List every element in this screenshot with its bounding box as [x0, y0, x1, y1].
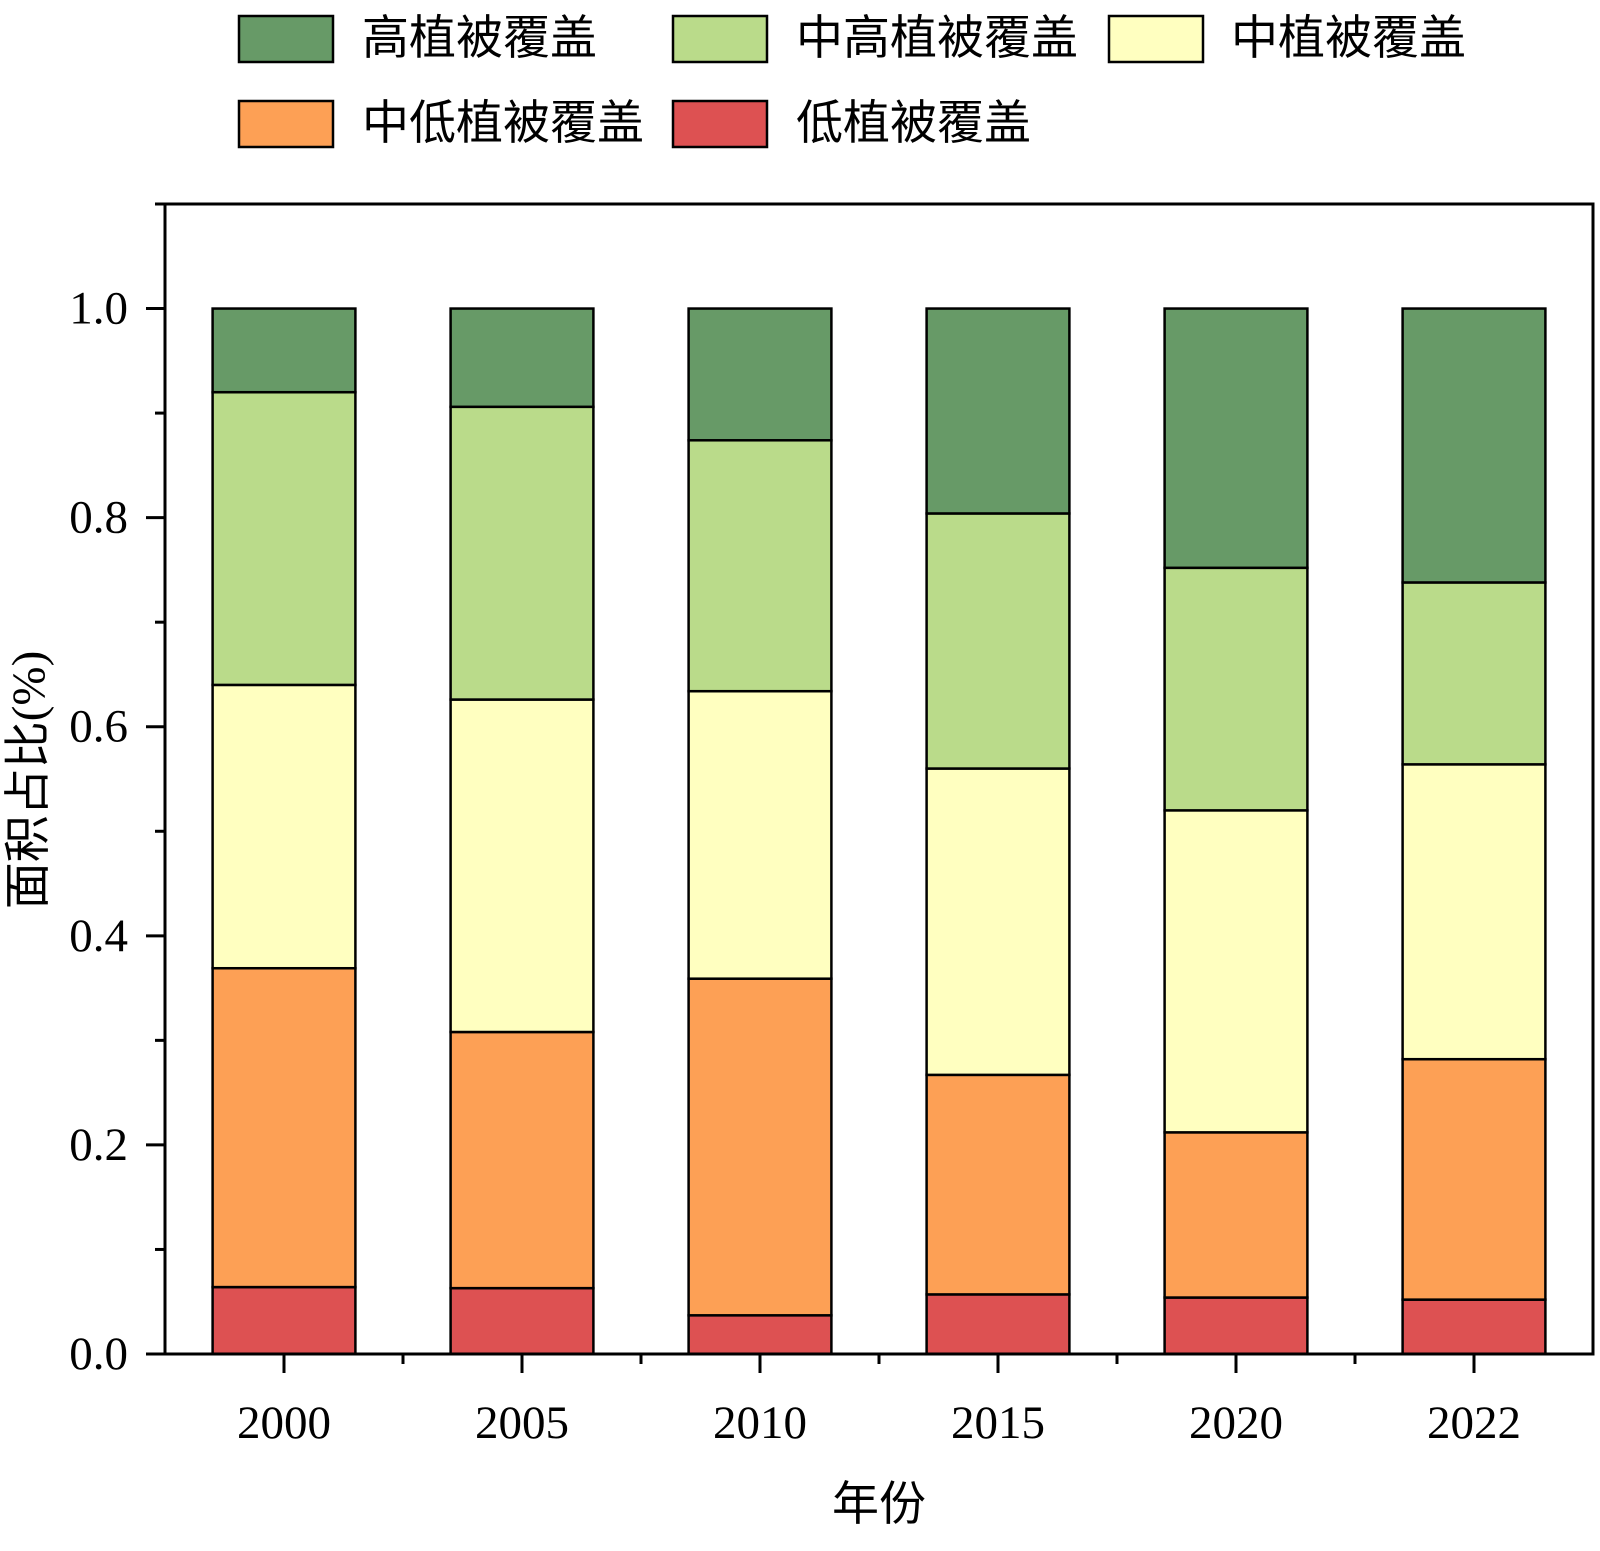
- bar-2010-series-4: [687, 307, 833, 442]
- legend-item-mid-cover: 中植被覆盖: [1107, 13, 1466, 65]
- x-tick-label: 2000: [237, 1397, 331, 1449]
- bar-2010-series-2: [687, 689, 833, 980]
- x-axis-title: 年份: [832, 1479, 926, 1531]
- legend-label-mid-cover: 中植被覆盖: [1231, 13, 1466, 65]
- bar-2020-series-3: [1163, 566, 1309, 812]
- bars: [211, 307, 1547, 1356]
- bar-2000-series-2: [211, 683, 357, 970]
- x-tick-label: 2020: [1189, 1397, 1283, 1449]
- bar-stack-2005: [449, 307, 595, 1356]
- bar-2022-series-1: [1401, 1057, 1547, 1301]
- bar-2005-series-3: [449, 405, 595, 701]
- legend-label-mid-high-cover: 中高植被覆盖: [796, 13, 1078, 65]
- legend-label-high-cover: 高植被覆盖: [362, 13, 597, 65]
- y-tick-label: 0.4: [69, 910, 128, 962]
- y-tick-label: 0.8: [69, 492, 128, 544]
- legend-swatch-mid-high-cover: [671, 14, 769, 64]
- bar-2005-series-2: [449, 698, 595, 1034]
- bar-2000-series-0: [211, 1285, 357, 1356]
- y-tick-label: 0.0: [69, 1328, 128, 1380]
- legend-item-mid-high-cover: 中高植被覆盖: [671, 13, 1078, 65]
- bar-2015-series-0: [925, 1293, 1071, 1356]
- legend-swatch-high-cover: [237, 14, 335, 64]
- legend-item-high-cover: 高植被覆盖: [237, 13, 597, 65]
- bar-2020-series-4: [1163, 307, 1309, 570]
- bar-2000-series-3: [211, 390, 357, 687]
- bar-2005-series-1: [449, 1030, 595, 1290]
- bar-2015-series-1: [925, 1073, 1071, 1296]
- legend-item-mid-low-cover: 中低植被覆盖: [237, 98, 644, 150]
- x-axis: 2000 2005 2010 2015 2020 2022: [237, 1354, 1521, 1449]
- x-tick-label: 2015: [951, 1397, 1045, 1449]
- bar-2010-series-1: [687, 977, 833, 1317]
- bar-stack-2020: [1163, 307, 1309, 1356]
- bar-2005-series-4: [449, 307, 595, 409]
- y-tick-label: 0.2: [69, 1119, 128, 1171]
- bar-2022-series-2: [1401, 763, 1547, 1061]
- legend-label-low-cover: 低植被覆盖: [796, 98, 1031, 150]
- x-tick-label: 2005: [475, 1397, 569, 1449]
- legend-swatch-low-cover: [671, 99, 769, 149]
- bar-2022-series-3: [1401, 581, 1547, 766]
- bar-2022-series-0: [1401, 1298, 1547, 1356]
- bar-2020-series-2: [1163, 809, 1309, 1134]
- bar-2020-series-0: [1163, 1296, 1309, 1356]
- bar-2010-series-0: [687, 1314, 833, 1356]
- legend-swatch-mid-cover: [1107, 14, 1205, 64]
- bar-2005-series-0: [449, 1286, 595, 1356]
- bar-stack-2015: [925, 307, 1071, 1356]
- bar-stack-2000: [211, 307, 357, 1356]
- legend-label-mid-low-cover: 中低植被覆盖: [362, 98, 644, 150]
- bar-2000-series-4: [211, 307, 357, 394]
- bar-2015-series-3: [925, 512, 1071, 770]
- x-tick-label: 2010: [713, 1397, 807, 1449]
- legend: 高植被覆盖 中高植被覆盖 中植被覆盖 中低植被覆盖 低植被覆盖: [237, 13, 1466, 150]
- legend-item-low-cover: 低植被覆盖: [671, 98, 1031, 150]
- y-axis: 0.0 0.2 0.4 0.6 0.8 1.0: [69, 202, 165, 1380]
- bar-2015-series-4: [925, 307, 1071, 515]
- bar-2015-series-2: [925, 767, 1071, 1077]
- bar-2010-series-3: [687, 439, 833, 693]
- bar-stack-2022: [1401, 307, 1547, 1356]
- bar-2000-series-1: [211, 966, 357, 1289]
- x-tick-label: 2022: [1427, 1397, 1521, 1449]
- y-tick-label: 1.0: [69, 283, 128, 335]
- bar-stack-2010: [687, 307, 833, 1356]
- plot-frame: [163, 202, 1595, 1356]
- legend-swatch-mid-low-cover: [237, 99, 335, 149]
- bar-2020-series-1: [1163, 1131, 1309, 1299]
- y-tick-label: 0.6: [69, 701, 128, 753]
- bar-2022-series-4: [1401, 307, 1547, 584]
- y-axis-title: 面积占比(%): [3, 651, 55, 909]
